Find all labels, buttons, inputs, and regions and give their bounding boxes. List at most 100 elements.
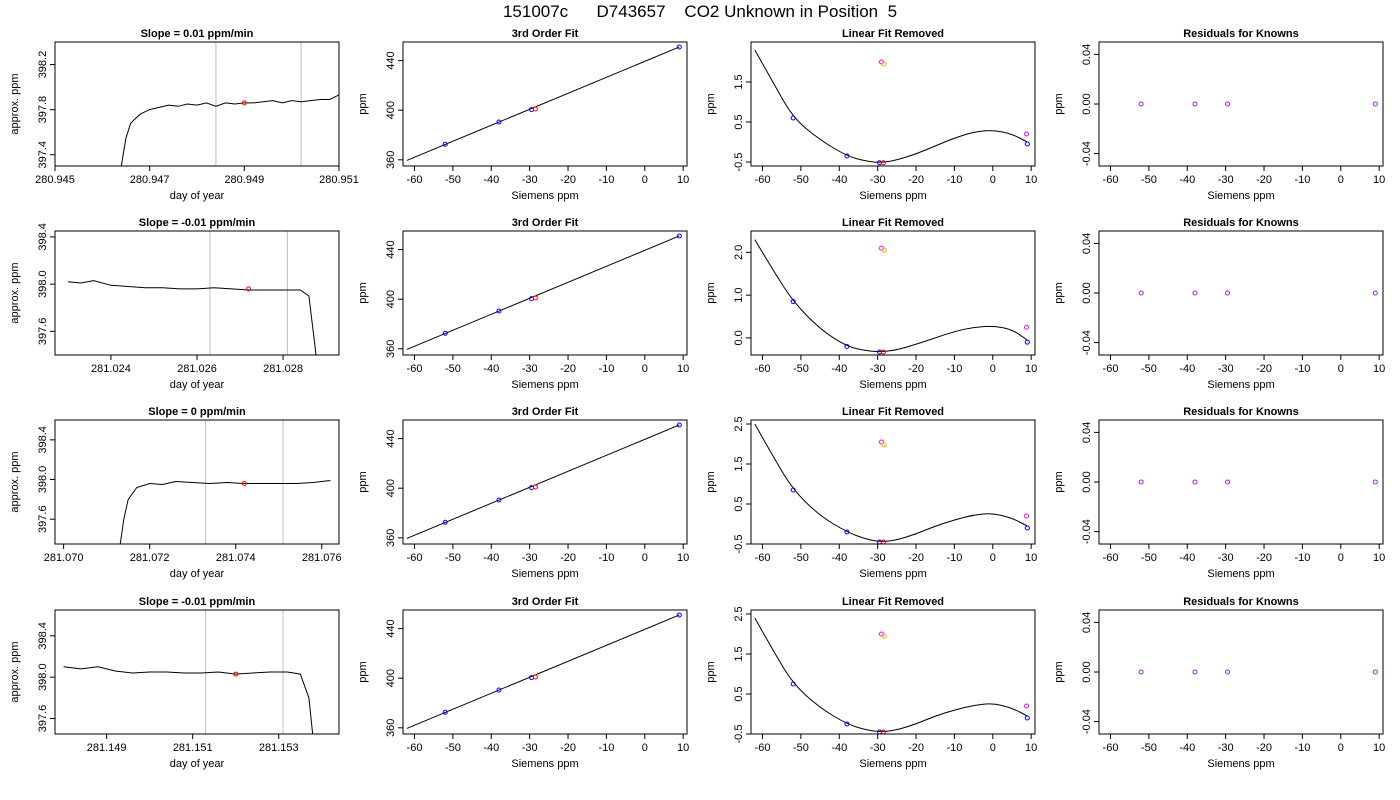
fit-curve bbox=[754, 239, 1028, 353]
panel-1-4: Residuals for Knowns -60 -50 -40 -30 -20 -10 0 1… bbox=[1053, 28, 1385, 202]
x-tick-label: 280.947 bbox=[130, 174, 170, 186]
y-tick-label: -0.04 bbox=[1081, 519, 1093, 544]
data-point bbox=[496, 119, 502, 125]
y-tick-label: 398.4 bbox=[37, 622, 49, 650]
panel-3-3: Linear Fit Removed -60 -50 -40 -30 -20 -10 0 10 -… bbox=[705, 406, 1037, 580]
x-tick-label: 10 bbox=[677, 363, 689, 375]
x-tick-label: 281.028 bbox=[263, 363, 303, 375]
x-tick-label: 281.153 bbox=[259, 742, 299, 754]
data-point bbox=[880, 729, 886, 734]
x-tick-label: -60 bbox=[755, 174, 771, 186]
plot-frame bbox=[750, 419, 1036, 545]
x-tick-label: -10 bbox=[946, 174, 962, 186]
data-point bbox=[844, 343, 850, 349]
plot-area bbox=[754, 49, 1030, 166]
data-point bbox=[246, 286, 252, 292]
plot-area bbox=[754, 239, 1030, 355]
x-axis-label: Siemens ppm bbox=[859, 758, 926, 770]
plot-area bbox=[406, 422, 682, 539]
y-tick-label: 398.4 bbox=[37, 426, 49, 454]
data-point bbox=[1024, 131, 1030, 137]
x-tick-label: -20 bbox=[908, 552, 924, 564]
panel-4-2: 3rd Order Fit -60 -50 -40 -30 -20 -10 0 10 360 400… bbox=[357, 596, 689, 770]
x-axis-label: Siemens ppm bbox=[859, 190, 926, 202]
data-point bbox=[878, 439, 884, 445]
panel-title: Slope = -0.01 ppm/min bbox=[139, 217, 256, 229]
x-tick-label: 10 bbox=[1373, 363, 1385, 375]
y-tick-label: 1.5 bbox=[733, 456, 745, 471]
panel-4-1: Slope = -0.01 ppm/min 281.149 281.151 281.1… bbox=[9, 596, 340, 770]
x-tick-label: 281.070 bbox=[44, 552, 84, 564]
data-point bbox=[881, 61, 887, 67]
x-tick-label: -50 bbox=[445, 174, 461, 186]
plot-frame bbox=[750, 230, 1036, 356]
data-point bbox=[844, 721, 850, 727]
x-tick-label: -20 bbox=[1256, 363, 1272, 375]
y-axis-label: ppm bbox=[1053, 282, 1065, 303]
data-point bbox=[881, 247, 887, 253]
x-tick-label: 0 bbox=[990, 742, 996, 754]
x-axis-label: day of year bbox=[170, 379, 225, 391]
data-point bbox=[1192, 290, 1198, 296]
plot-area bbox=[406, 612, 682, 729]
panel-title: Residuals for Knowns bbox=[1183, 28, 1299, 40]
x-tick-label: 281.076 bbox=[302, 552, 342, 564]
plot-area bbox=[120, 94, 339, 166]
panel-title: Residuals for Knowns bbox=[1183, 217, 1299, 229]
data-point bbox=[442, 709, 448, 715]
x-tick-label: -10 bbox=[1294, 742, 1310, 754]
data-point bbox=[1138, 101, 1144, 107]
plot-frame bbox=[54, 419, 340, 545]
panel-1-1: Slope = 0.01 ppm/min 280.945 280.947 280.94… bbox=[9, 28, 359, 202]
y-tick-label: 0.5 bbox=[733, 496, 745, 511]
fit-line bbox=[406, 424, 680, 539]
x-axis-label: Siemens ppm bbox=[859, 568, 926, 580]
data-point bbox=[1225, 669, 1231, 675]
y-tick-label: 397.6 bbox=[37, 705, 49, 733]
x-tick-label: -20 bbox=[1256, 174, 1272, 186]
series-line bbox=[119, 480, 331, 544]
x-tick-label: -30 bbox=[522, 174, 538, 186]
y-tick-label: 398.0 bbox=[37, 270, 49, 298]
y-axis-label: approx. ppm bbox=[9, 641, 21, 702]
data-point bbox=[442, 330, 448, 336]
panel-title: Linear Fit Removed bbox=[842, 596, 944, 608]
x-tick-label: -30 bbox=[1218, 174, 1234, 186]
fit-curve bbox=[754, 423, 1028, 542]
x-tick-label: -40 bbox=[831, 742, 847, 754]
data-point bbox=[1372, 101, 1378, 107]
x-tick-label: -60 bbox=[1103, 742, 1119, 754]
y-axis-label: ppm bbox=[705, 471, 717, 492]
x-tick-label: -50 bbox=[793, 552, 809, 564]
data-point bbox=[1138, 669, 1144, 675]
y-axis-label: ppm bbox=[1053, 471, 1065, 492]
data-point bbox=[496, 308, 502, 314]
x-tick-label: 10 bbox=[1025, 174, 1037, 186]
panel-1-3: Linear Fit Removed -60 -50 -40 -30 -20 -10 0 10 -… bbox=[705, 28, 1037, 202]
plot-frame bbox=[402, 609, 688, 735]
data-point bbox=[790, 681, 796, 687]
y-tick-label: 360 bbox=[385, 340, 397, 358]
data-point bbox=[844, 529, 850, 535]
y-tick-label: 0.00 bbox=[1081, 471, 1093, 492]
x-tick-label: -40 bbox=[831, 552, 847, 564]
x-tick-label: -20 bbox=[1256, 552, 1272, 564]
y-tick-label: 0.04 bbox=[1081, 233, 1093, 254]
data-point bbox=[790, 299, 796, 305]
data-point bbox=[1024, 513, 1030, 519]
panel-title: Slope = -0.01 ppm/min bbox=[139, 596, 256, 608]
panel-title: 3rd Order Fit bbox=[512, 217, 579, 229]
x-tick-label: -20 bbox=[908, 363, 924, 375]
x-tick-label: -30 bbox=[522, 363, 538, 375]
panel-3-4: Residuals for Knowns -60 -50 -40 -30 -20 -10 0 1… bbox=[1053, 406, 1385, 580]
panel-title: Residuals for Knowns bbox=[1183, 596, 1299, 608]
x-axis-label: Siemens ppm bbox=[1207, 568, 1274, 580]
y-tick-label: 360 bbox=[385, 151, 397, 169]
x-tick-label: -10 bbox=[598, 742, 614, 754]
x-tick-label: 10 bbox=[1025, 742, 1037, 754]
x-tick-label: 280.949 bbox=[224, 174, 264, 186]
x-tick-label: -20 bbox=[560, 363, 576, 375]
x-tick-label: 0 bbox=[642, 174, 648, 186]
y-tick-label: 440 bbox=[385, 619, 397, 637]
y-tick-label: 397.6 bbox=[37, 505, 49, 533]
